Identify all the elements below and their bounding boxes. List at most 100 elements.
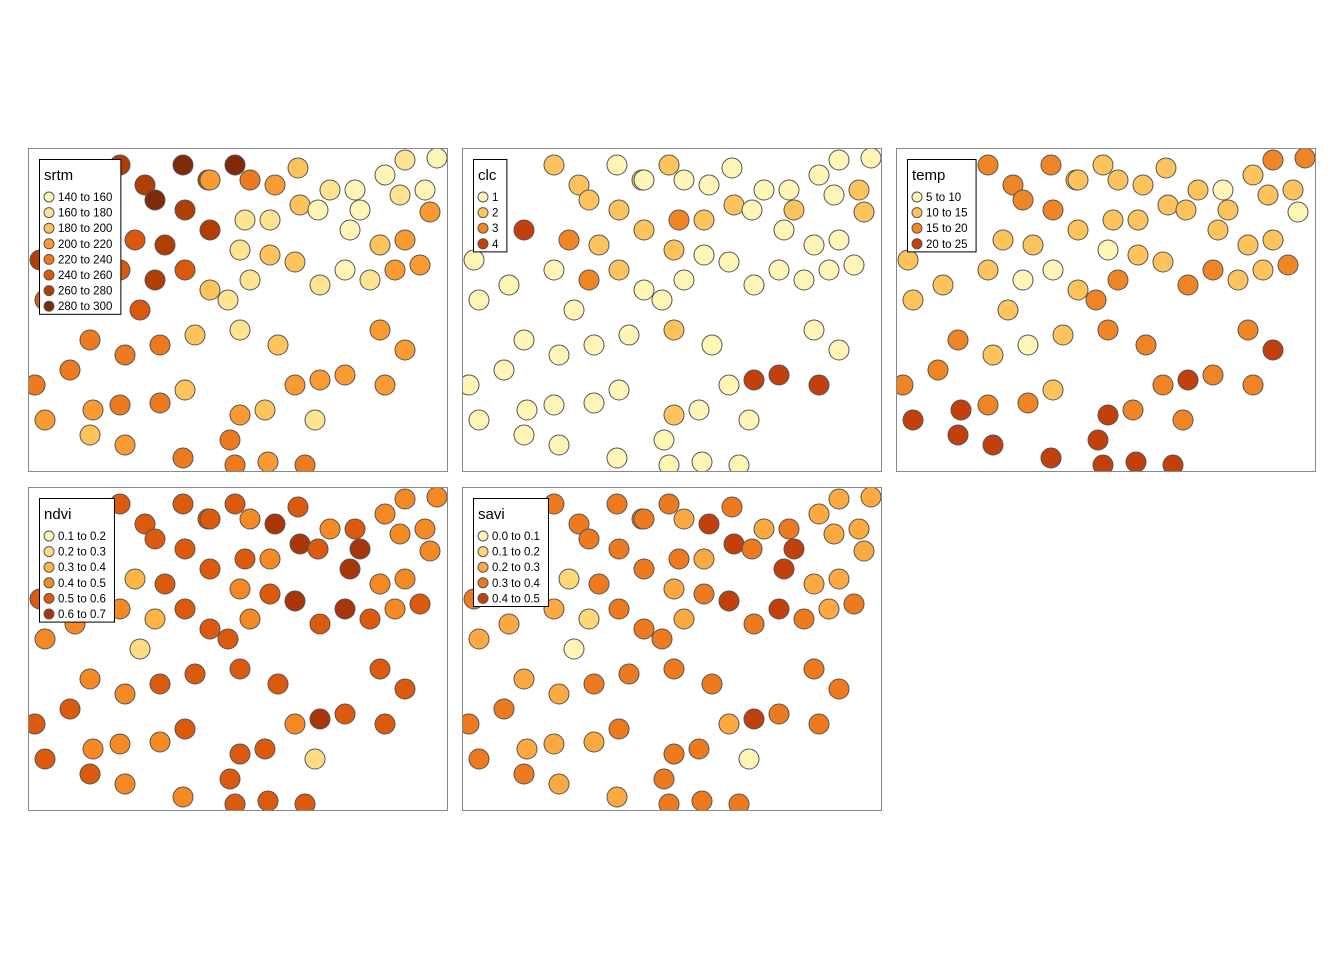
point xyxy=(294,793,316,811)
legend-key xyxy=(43,222,55,234)
legend-key xyxy=(43,530,55,542)
point xyxy=(114,683,136,705)
legend-key xyxy=(43,253,55,265)
point xyxy=(608,598,630,620)
point xyxy=(1017,334,1039,356)
point xyxy=(34,748,56,770)
point xyxy=(59,359,81,381)
point xyxy=(79,763,101,785)
legend-title: clc xyxy=(478,167,497,184)
point xyxy=(513,329,535,351)
point xyxy=(287,496,309,518)
legend-label: 160 to 180 xyxy=(58,208,112,220)
legend-key xyxy=(43,207,55,219)
legend-key xyxy=(43,285,55,297)
point xyxy=(1042,379,1064,401)
point xyxy=(468,628,490,650)
legend-key xyxy=(477,546,489,558)
point xyxy=(289,194,311,216)
point xyxy=(513,763,535,785)
point xyxy=(793,269,815,291)
point xyxy=(808,503,830,525)
point xyxy=(224,793,246,811)
legend-key xyxy=(911,222,923,234)
point xyxy=(419,540,441,562)
point xyxy=(349,538,371,560)
point xyxy=(548,773,570,795)
point xyxy=(309,369,331,391)
point xyxy=(633,219,655,241)
point xyxy=(199,558,221,580)
point xyxy=(718,713,740,735)
point xyxy=(1087,429,1109,451)
point xyxy=(558,229,580,251)
point xyxy=(1202,364,1224,386)
legend-key xyxy=(477,238,489,250)
point xyxy=(224,454,246,472)
legend-label: 200 to 220 xyxy=(58,239,112,251)
point xyxy=(369,319,391,341)
point xyxy=(653,768,675,790)
point xyxy=(658,493,680,515)
legend-key xyxy=(477,592,489,604)
point xyxy=(493,359,515,381)
point xyxy=(79,668,101,690)
point xyxy=(718,374,740,396)
point xyxy=(753,518,775,540)
point xyxy=(583,392,605,414)
point xyxy=(307,199,329,221)
legend-key xyxy=(911,238,923,250)
point xyxy=(1294,148,1316,169)
point xyxy=(229,578,251,600)
point xyxy=(1017,392,1039,414)
point xyxy=(663,658,685,680)
point xyxy=(284,713,306,735)
point xyxy=(738,409,760,431)
point xyxy=(578,608,600,630)
point xyxy=(174,379,196,401)
point xyxy=(462,713,480,735)
point xyxy=(374,374,396,396)
legend-label: 0.1 to 0.2 xyxy=(58,531,106,543)
point xyxy=(144,528,166,550)
point xyxy=(848,518,870,540)
point xyxy=(239,169,261,191)
point xyxy=(239,608,261,630)
point xyxy=(1287,201,1309,223)
legend-label: 20 to 25 xyxy=(926,239,968,251)
point xyxy=(1277,254,1299,276)
point xyxy=(543,154,565,176)
point xyxy=(808,713,830,735)
point xyxy=(828,678,850,700)
point xyxy=(199,618,221,640)
point xyxy=(606,493,628,515)
point xyxy=(1092,454,1114,472)
point xyxy=(1175,199,1197,221)
legend-label: 1 xyxy=(492,192,498,204)
legend-label: 0.3 to 0.4 xyxy=(492,578,541,590)
point xyxy=(114,773,136,795)
point xyxy=(172,786,194,808)
point xyxy=(768,598,790,620)
point xyxy=(1152,374,1174,396)
point xyxy=(1217,199,1239,221)
point xyxy=(468,289,490,311)
point xyxy=(254,399,276,421)
legend: clc 1 2 3 4 xyxy=(473,159,508,253)
point xyxy=(184,663,206,685)
point xyxy=(229,658,251,680)
legend-label: 0.2 to 0.3 xyxy=(492,562,540,574)
point xyxy=(860,487,882,508)
point xyxy=(319,518,341,540)
point xyxy=(658,454,680,472)
point xyxy=(462,374,480,396)
point xyxy=(1227,269,1249,291)
legend-label: 0.2 to 0.3 xyxy=(58,547,106,559)
point xyxy=(606,447,628,469)
point xyxy=(588,234,610,256)
point xyxy=(1252,259,1274,281)
point xyxy=(172,447,194,469)
legend-label: 240 to 260 xyxy=(58,270,112,282)
point xyxy=(307,538,329,560)
point xyxy=(304,748,326,770)
